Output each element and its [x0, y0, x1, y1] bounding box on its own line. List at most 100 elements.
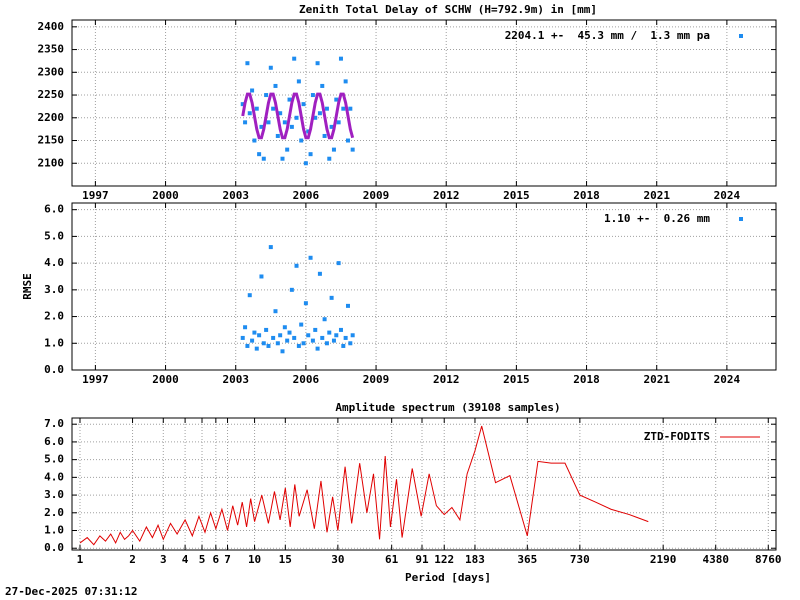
x-tick-label: 4: [182, 553, 189, 566]
point: [261, 341, 266, 346]
x-tick-label: 2024: [714, 189, 741, 202]
x-tick-label: 8760: [755, 553, 782, 566]
x-tick-label: 30: [331, 553, 344, 566]
chart-title: Zenith Total Delay of SCHW (H=792.9m) in…: [299, 3, 597, 16]
point: [322, 133, 327, 138]
point: [285, 147, 290, 152]
y-tick-label: 3.0: [44, 488, 64, 501]
point: [341, 106, 346, 111]
point: [299, 138, 304, 143]
point: [254, 106, 259, 111]
point: [322, 317, 327, 322]
point: [275, 133, 280, 138]
x-tick-label: 2: [129, 553, 136, 566]
x-tick-label: 1997: [82, 189, 109, 202]
point: [313, 115, 318, 120]
point: [350, 333, 355, 338]
x-tick-label: 2015: [503, 373, 530, 386]
point: [306, 129, 311, 134]
y-tick-label: 4.0: [44, 470, 64, 483]
point: [278, 111, 283, 116]
point: [331, 338, 336, 343]
x-tick-label: 183: [465, 553, 485, 566]
y-tick-label: 2.0: [44, 506, 64, 519]
annotation: 1.10 +- 0.26 mm: [604, 212, 710, 225]
point: [348, 341, 353, 346]
point: [336, 120, 341, 125]
point: [280, 156, 285, 161]
x-axis-label: Period [days]: [405, 571, 491, 584]
y-tick-label: 3.0: [44, 283, 64, 296]
plot-frame: [71, 202, 777, 371]
point: [338, 327, 343, 332]
point: [268, 245, 273, 250]
y-tick-label: 4.0: [44, 256, 64, 269]
point: [268, 65, 273, 70]
point: [329, 124, 334, 129]
point: [308, 152, 313, 157]
point: [301, 102, 306, 107]
x-tick-label: 91: [415, 553, 429, 566]
y-tick-label: 1.0: [44, 524, 64, 537]
point: [257, 333, 262, 338]
point: [280, 349, 285, 354]
y-tick-label: 5.0: [44, 453, 64, 466]
point: [306, 333, 311, 338]
point: [334, 97, 339, 102]
legend-label: ZTD-FODITS: [644, 430, 710, 443]
point: [275, 341, 280, 346]
x-tick-label: 2000: [152, 373, 179, 386]
x-tick-label: 2018: [573, 189, 600, 202]
x-tick-label: 2012: [433, 189, 460, 202]
point: [329, 295, 334, 300]
point: [261, 156, 266, 161]
y-tick-label: 2250: [38, 88, 65, 101]
point: [299, 322, 304, 327]
annotation: 2204.1 +- 45.3 mm / 1.3 mm pa: [505, 29, 710, 42]
x-tick-label: 6: [213, 553, 220, 566]
point: [296, 343, 301, 348]
point: [273, 309, 278, 314]
point: [294, 115, 299, 120]
point: [257, 152, 262, 157]
x-tick-label: 2012: [433, 373, 460, 386]
y-tick-label: 1.0: [44, 336, 64, 349]
point: [348, 106, 353, 111]
y-axis-label: RMSE: [21, 273, 34, 300]
x-tick-label: 2021: [643, 373, 670, 386]
x-tick-label: 2024: [714, 373, 741, 386]
point: [271, 335, 276, 340]
point: [287, 330, 292, 335]
y-tick-label: 5.0: [44, 229, 64, 242]
point: [292, 335, 297, 340]
plot-frame: [71, 417, 777, 551]
series-line: [79, 425, 649, 546]
x-tick-label: 3: [160, 553, 167, 566]
point: [243, 325, 248, 330]
y-tick-label: 2300: [38, 65, 65, 78]
point: [292, 56, 297, 61]
point: [289, 124, 294, 129]
y-tick-label: 6.0: [44, 435, 64, 448]
x-tick-label: 2015: [503, 189, 530, 202]
point: [252, 138, 257, 143]
plot-frame: [71, 19, 777, 187]
x-tick-label: 1: [77, 553, 84, 566]
x-tick-label: 2006: [293, 373, 320, 386]
point: [266, 343, 271, 348]
point: [240, 335, 245, 340]
x-tick-label: 2003: [222, 373, 249, 386]
point: [259, 274, 264, 279]
x-tick-label: 365: [517, 553, 537, 566]
point: [315, 61, 320, 66]
point: [303, 161, 308, 166]
x-tick-label: 4380: [702, 553, 729, 566]
point: [343, 335, 348, 340]
point: [282, 325, 287, 330]
point: [264, 93, 269, 98]
x-tick-label: 2018: [573, 373, 600, 386]
x-tick-label: 2003: [222, 189, 249, 202]
point: [324, 106, 329, 111]
